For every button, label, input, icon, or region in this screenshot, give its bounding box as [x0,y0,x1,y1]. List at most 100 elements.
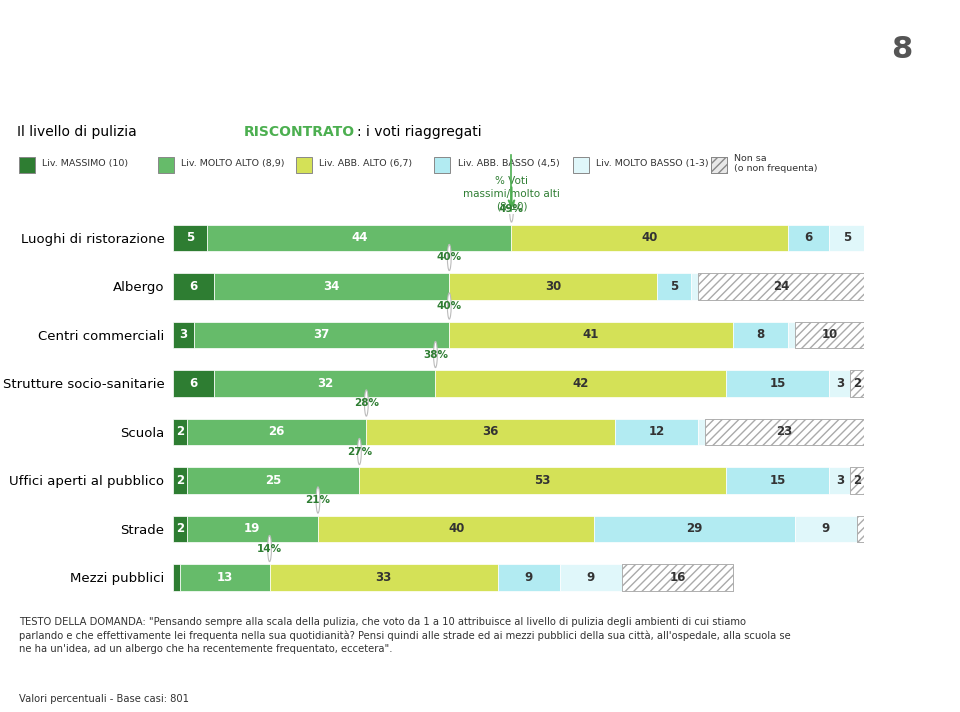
Bar [726,467,829,493]
Text: I voti alti o molto alti non raggiungono il 50%. Italiani molto
critici verso i : I voti alti o molto alti non raggiungono… [60,26,648,68]
Circle shape [365,390,369,416]
Bar [857,515,864,543]
Circle shape [434,342,438,367]
Text: Valori percentuali - Base casi: 801: Valori percentuali - Base casi: 801 [19,694,189,704]
Text: 2: 2 [176,523,183,535]
Bar [657,273,691,300]
Bar [180,564,270,591]
Bar [705,419,864,445]
Bar [359,467,726,493]
Bar [270,564,497,591]
Bar [615,419,698,445]
Text: 26: 26 [268,425,285,439]
Text: : i voti riaggregati: : i voti riaggregati [357,125,482,139]
Text: 9: 9 [822,523,830,535]
Bar [367,419,615,445]
Bar [173,467,186,493]
Bar [788,224,829,251]
Text: 44: 44 [351,231,368,244]
Bar [296,157,312,173]
Text: 14%: 14% [257,543,282,553]
Bar [157,157,174,173]
Text: 13: 13 [217,571,232,584]
Bar [711,157,727,173]
Bar [851,467,864,493]
Bar [173,224,207,251]
Text: Non sa
(o non frequenta): Non sa (o non frequenta) [734,154,818,174]
Bar [795,515,857,543]
Text: 29: 29 [686,523,703,535]
Text: 53: 53 [535,474,551,487]
Text: Liv. MOLTO BASSO (1-3): Liv. MOLTO BASSO (1-3) [596,159,708,168]
Text: 5: 5 [843,231,851,244]
Text: 40%: 40% [437,253,462,263]
Text: 5: 5 [186,231,194,244]
Text: 30: 30 [545,280,561,293]
Bar [207,224,512,251]
Text: 36: 36 [483,425,499,439]
Text: 2: 2 [176,425,183,439]
Bar [560,564,622,591]
Bar [705,419,864,445]
Text: Liv. ABB. ALTO (6,7): Liv. ABB. ALTO (6,7) [319,159,412,168]
Bar [732,322,788,348]
Text: Liv. ABB. BASSO (4,5): Liv. ABB. BASSO (4,5) [458,159,560,168]
Text: 27%: 27% [347,446,372,456]
Bar [173,419,186,445]
Text: Liv. MOLTO ALTO (8,9): Liv. MOLTO ALTO (8,9) [180,159,284,168]
Bar [194,322,449,348]
Bar [829,224,864,251]
Bar [711,157,727,173]
Text: %: % [4,10,90,93]
Text: RISCONTRATO: RISCONTRATO [244,125,355,139]
Text: 16: 16 [669,571,685,584]
Bar [434,157,450,173]
Text: 9: 9 [587,571,595,584]
Text: 6: 6 [189,377,198,390]
Bar [622,564,732,591]
Bar [829,467,851,493]
Text: 5: 5 [670,280,678,293]
Text: 10: 10 [822,328,837,341]
Bar [512,224,788,251]
Text: 3: 3 [836,377,844,390]
Text: 12: 12 [649,425,664,439]
Bar [829,370,851,397]
Text: 33: 33 [375,571,392,584]
Circle shape [447,244,451,271]
Bar [214,370,436,397]
Text: 3: 3 [836,474,844,487]
Bar [573,157,588,173]
Bar [726,370,829,397]
Bar [698,273,864,300]
Circle shape [357,439,361,465]
Circle shape [447,293,451,319]
Text: 49%: 49% [499,204,524,214]
Text: % Voti
massimi/molto alti
(8-10): % Voti massimi/molto alti (8-10) [463,177,560,211]
Text: 8: 8 [756,328,764,341]
Text: 25: 25 [265,474,281,487]
Bar [186,467,359,493]
Text: 24: 24 [773,280,789,293]
Bar [795,322,864,348]
Circle shape [316,487,320,513]
Bar [698,419,705,445]
Text: Il livello di pulizia: Il livello di pulizia [17,125,141,139]
Text: 15: 15 [769,377,786,390]
Text: 42: 42 [572,377,588,390]
Circle shape [510,196,514,222]
Text: Liv. MASSIMO (10): Liv. MASSIMO (10) [42,159,129,168]
Text: 37: 37 [313,328,329,341]
Bar [594,515,795,543]
Text: 2: 2 [176,474,183,487]
Bar [318,515,594,543]
Circle shape [268,535,272,562]
Bar [691,273,698,300]
Text: 2: 2 [853,474,861,487]
Text: 21%: 21% [305,495,330,505]
Text: 41: 41 [583,328,599,341]
Bar [851,370,864,397]
Bar [851,467,864,493]
Text: 32: 32 [317,377,333,390]
Text: 38%: 38% [423,350,448,360]
